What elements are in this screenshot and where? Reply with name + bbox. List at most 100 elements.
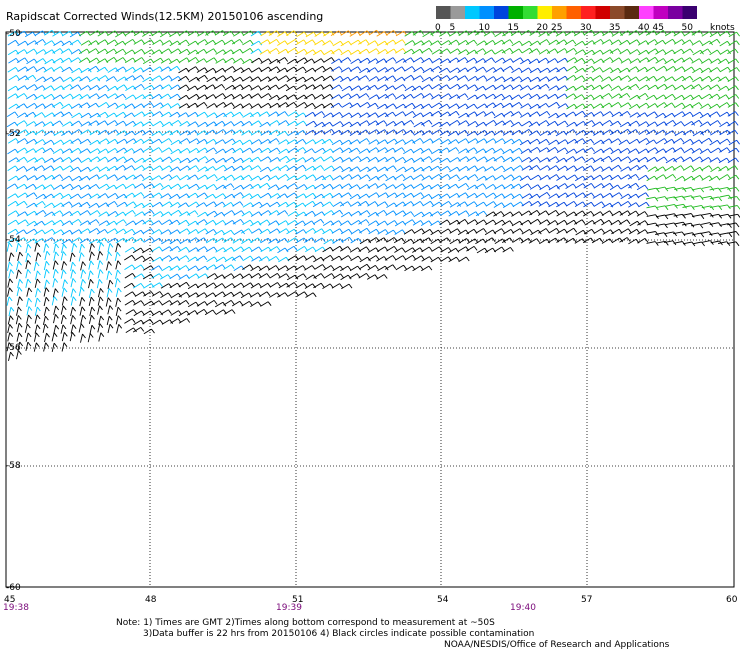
wind-barb [323,156,332,162]
wind-barb [188,148,197,154]
wind-barb [232,291,241,297]
wind-barb [672,138,682,144]
wind-barb [34,85,43,91]
wind-barb [133,48,142,55]
wind-barb-flag [510,66,514,71]
wind-barb [314,75,323,82]
wind-barb-flag [600,111,604,116]
wind-barb-flag [186,30,190,36]
wind-barb [664,130,673,136]
wind-barb [304,76,313,83]
wind-barb-flag [590,76,595,82]
wind-barb [70,202,80,208]
wind-barb [393,237,403,244]
wind-barb [476,247,485,254]
wind-barb-flag [109,243,114,248]
wind-barb-flag [537,30,541,36]
wind-barb-flag [627,201,632,206]
wind-barb-flag [546,39,550,44]
wind-barb [7,130,16,136]
wind-barb [304,165,314,172]
wind-barb [89,325,93,334]
wind-barb [359,227,368,234]
wind-barb [385,48,395,55]
wind-barb [79,297,83,307]
wind-barb-flag [258,228,263,233]
longitude-labels: 45 48 51 54 57 60 [4,595,738,605]
wind-barb-flag [285,165,290,170]
wind-barb-flag [54,260,59,265]
wind-barb [151,246,160,252]
wind-barb [43,261,47,271]
wind-barb [709,84,718,90]
wind-barb [377,76,386,82]
wind-barb [628,202,637,208]
wind-barb [691,139,700,145]
wind-barb [305,292,314,298]
wind-barb [78,287,82,297]
wind-barb [17,175,26,181]
wind-barb-flag [329,201,334,207]
wind-barb [719,194,729,198]
wind-barb [511,211,520,217]
wind-barb [44,251,48,261]
wind-barb [556,157,565,164]
wind-barb [718,186,728,190]
wind-barb [35,66,44,73]
wind-barb [457,84,467,90]
wind-barbs [6,29,740,361]
wind-barb-flag [536,48,541,53]
wind-barb [566,174,575,180]
wind-barb [393,147,403,153]
wind-barb [618,139,627,145]
wind-barb-flag [734,165,739,170]
wind-barb [548,228,557,234]
wind-barb [330,94,340,100]
wind-barb-flag [276,39,280,44]
wind-barb-flag [402,183,406,189]
wind-barb [224,57,233,64]
wind-barb-flag [177,93,181,99]
wind-barb-flag [23,120,28,125]
wind-barb [286,94,295,100]
wind-barb [196,255,205,261]
wind-barb-flag [302,273,307,278]
wind-barb-flag [590,139,595,144]
wind-barb [26,210,35,217]
wind-barb [656,102,665,108]
wind-barb [42,323,46,333]
wind-barb-flag [212,158,217,163]
wind-barb-flag [482,192,487,198]
wind-barb [709,38,718,45]
wind-barb [466,66,475,72]
wind-barb-flag [96,76,101,82]
wind-barb [619,111,628,117]
wind-barb [610,85,619,91]
wind-barb-flag [45,260,50,266]
wind-barb [483,57,492,63]
wind-barb-flag [618,85,622,91]
wind-barb [719,121,728,128]
wind-barb-flag [276,246,281,251]
wind-barb [96,120,105,126]
wind-barb [178,310,187,317]
wind-barb-flag [34,84,38,89]
wind-barb-flag [385,94,389,99]
wind-barb [440,93,449,99]
wind-barb-flag [420,220,424,225]
wind-barb [106,184,115,191]
wind-barb [242,264,251,270]
wind-barb [295,147,304,153]
wind-barb [79,210,88,216]
wind-barb [385,184,394,190]
wind-barb-flag [618,192,623,197]
wind-barb [412,220,421,226]
wind-barb-flag [600,39,605,44]
wind-barb-flag [564,183,569,188]
wind-barb [602,147,611,153]
wind-barb [593,139,602,146]
wind-barb [548,101,557,108]
wind-barb-flag [446,157,451,163]
wind-barb-flag [619,31,623,36]
wind-barb-flag [366,246,370,252]
